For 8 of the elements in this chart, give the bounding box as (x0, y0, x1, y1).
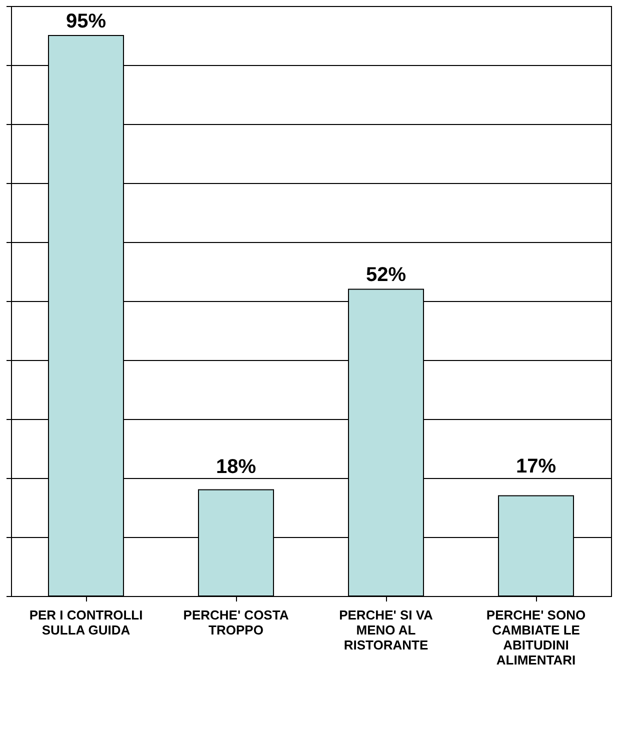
x-tick-label: PERCHE' SI VA MENO AL RISTORANTE (339, 608, 434, 652)
data-label: 17% (516, 456, 556, 478)
x-tick-label: PERCHE' SONO CAMBIATE LE ABITUDINI ALIMENTARI (486, 608, 586, 668)
x-tick-label: PER I CONTROLLI SULLA GUIDA (29, 608, 143, 638)
data-label: 18% (216, 456, 256, 478)
data-label: 95% (66, 10, 106, 32)
x-tick-label: PERCHE' COSTA TROPPO (183, 608, 290, 638)
data-label: 52% (366, 264, 406, 286)
